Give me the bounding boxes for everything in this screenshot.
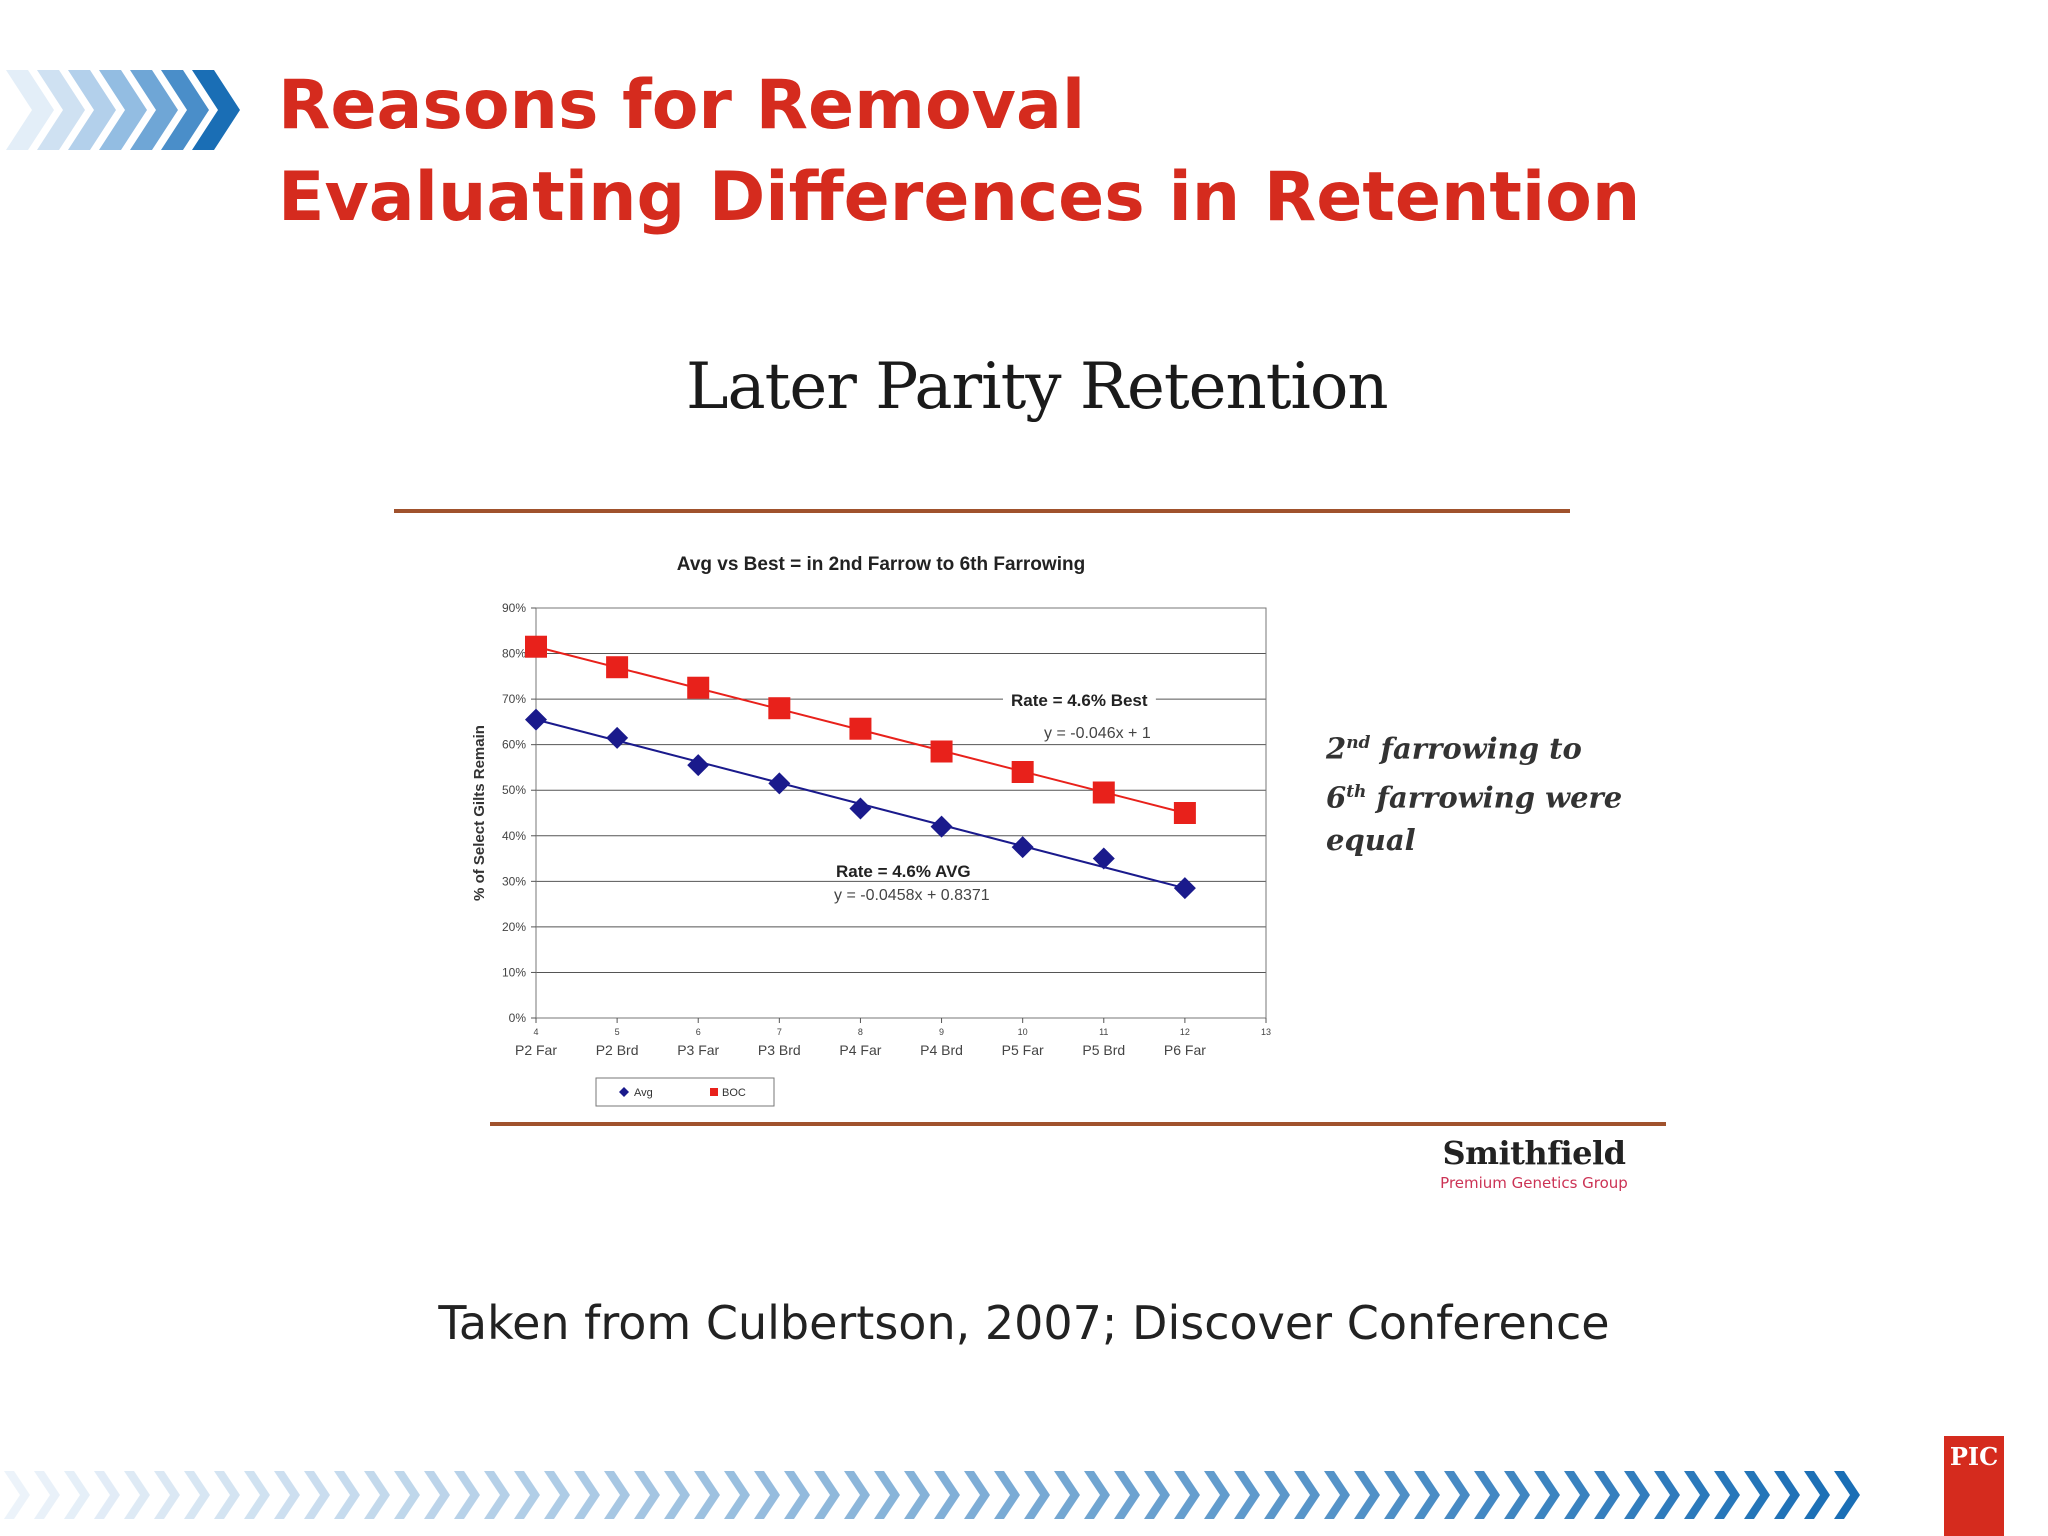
y-tick-label: 60%: [502, 738, 526, 752]
x-category-label: P3 Far: [677, 1042, 719, 1058]
boc-point: [849, 717, 872, 740]
x-category-label: P2 Far: [515, 1042, 557, 1058]
divider-bottom: [490, 1122, 1666, 1126]
x-tick-label: 12: [1180, 1027, 1190, 1037]
plot-area-frame: [535, 607, 1267, 1019]
grid-layer: [536, 653, 1266, 973]
x-tick-label: 7: [777, 1027, 782, 1037]
boc-point: [525, 635, 547, 658]
x-tick-label: 9: [939, 1027, 944, 1037]
figure-title: Later Parity Retention: [686, 350, 1389, 424]
best-equation-annotation: y = -0.046x + 1: [1044, 725, 1151, 742]
legend-boc-marker: [710, 1088, 718, 1096]
x-tick-label: 4: [533, 1027, 538, 1037]
avg-point: [1011, 836, 1034, 859]
legend-avg-marker: [619, 1087, 629, 1097]
axis-layer: 0% 10% 20% 30% 40% 50% 60% 70% 80% 90% 4 5 6 7 8 9 10 11 1…: [502, 601, 1271, 1058]
y-tick-label: 80%: [502, 647, 526, 661]
avg-point: [525, 708, 547, 731]
avg-point: [687, 754, 710, 777]
legend-avg-label: Avg: [634, 1087, 653, 1099]
avg-point: [849, 797, 872, 820]
x-category-label: P6 Far: [1164, 1042, 1206, 1058]
note-line-1: 2nd farrowing to: [1326, 731, 1582, 766]
y-axis-title: % of Select Gilts Remain: [471, 725, 488, 901]
x-category-label: P5 Far: [1002, 1042, 1044, 1058]
boc-point: [687, 676, 710, 699]
x-tick-label: 8: [858, 1027, 863, 1037]
avg-rate-annotation: Rate = 4.6% AVG: [836, 862, 971, 881]
slide-subtitle: Evaluating Differences in Retention: [278, 158, 1641, 237]
avg-point: [768, 772, 791, 795]
x-category-label: P4 Far: [839, 1042, 881, 1058]
boc-point: [768, 697, 791, 720]
divider-top: [394, 509, 1570, 513]
retention-chart: Avg vs Best = in 2nd Farrow to 6th Farro…: [471, 554, 1271, 1107]
slide-title: Reasons for Removal: [278, 66, 1086, 145]
x-category-label: P2 Brd: [596, 1042, 639, 1058]
avg-point: [1173, 877, 1196, 900]
avg-point: [1092, 847, 1115, 870]
boc-point: [930, 740, 953, 763]
logo-subtitle: Premium Genetics Group: [1440, 1174, 1628, 1192]
avg-point: [930, 815, 953, 838]
boc-point: [1173, 802, 1196, 824]
y-tick-label: 70%: [502, 692, 526, 706]
logo-name: Smithfield: [1442, 1134, 1626, 1172]
note-line-3: equal: [1326, 823, 1416, 858]
equal-farrowing-note: 2nd farrowing to 6th farrowing were equa…: [1326, 722, 1646, 862]
boc-point: [606, 656, 629, 679]
y-tick-label: 30%: [502, 874, 526, 888]
boc-point: [1011, 761, 1034, 783]
y-tick-label: 20%: [502, 920, 526, 934]
chart-legend: Avg BOC: [595, 1077, 775, 1107]
y-tick-label: 40%: [502, 829, 526, 843]
chart-title: Avg vs Best = in 2nd Farrow to 6th Farro…: [677, 554, 1085, 575]
chevron-strip-icon: [4, 1471, 1860, 1519]
source-citation: Taken from Culbertson, 2007; Discover Co…: [438, 1296, 1610, 1350]
annotation-backing: [1003, 689, 1156, 712]
avg-point: [606, 726, 629, 749]
x-category-label: P4 Brd: [920, 1042, 963, 1058]
smithfield-logo: Smithfield Premium Genetics Group: [1434, 1134, 1634, 1192]
x-category-label: P3 Brd: [758, 1042, 801, 1058]
y-tick-label: 90%: [502, 601, 526, 615]
avg-equation-annotation: y = -0.0458x + 0.8371: [834, 887, 990, 904]
chevron-arrows-icon: [6, 70, 240, 150]
y-tick-label: 10%: [502, 965, 526, 979]
x-tick-label: 6: [696, 1027, 701, 1037]
note-line-2: 6th farrowing were: [1326, 780, 1623, 815]
x-tick-label: 13: [1261, 1027, 1271, 1037]
boc-point: [1092, 781, 1115, 804]
x-tick-label: 10: [1018, 1027, 1028, 1037]
x-tick-label: 11: [1099, 1027, 1108, 1037]
x-category-label: P5 Brd: [1082, 1042, 1125, 1058]
best-rate-annotation: Rate = 4.6% Best: [1011, 691, 1148, 710]
legend-boc-label: BOC: [722, 1087, 746, 1099]
series-layer: [525, 635, 1196, 900]
x-tick-label: 5: [615, 1027, 620, 1037]
y-tick-label: 50%: [502, 783, 526, 797]
pic-logo-badge: PIC: [1944, 1436, 2004, 1536]
y-tick-label: 0%: [509, 1011, 527, 1025]
